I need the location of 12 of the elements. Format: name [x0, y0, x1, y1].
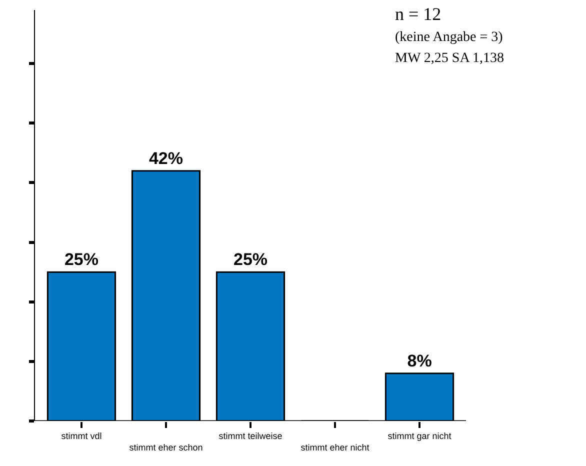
- annotation: MW 2,25 SA 1,138: [395, 51, 504, 66]
- annotation: (keine Angabe = 3): [395, 30, 504, 45]
- x-tick-label: stimmt gar nicht: [388, 430, 452, 441]
- x-tick-label: stimmt teilweise: [218, 430, 282, 441]
- data-label: 8%: [407, 351, 432, 370]
- data-label: 25%: [64, 250, 98, 270]
- x-tick-label: stimmt eher nicht: [300, 442, 370, 452]
- x-tick-label: stimmt vdl: [61, 430, 102, 441]
- data-label: 25%: [233, 250, 268, 270]
- x-tick-label: stimmt eher schon: [129, 442, 203, 452]
- data-label: 42%: [148, 148, 184, 168]
- annotation: n = 12: [395, 4, 442, 24]
